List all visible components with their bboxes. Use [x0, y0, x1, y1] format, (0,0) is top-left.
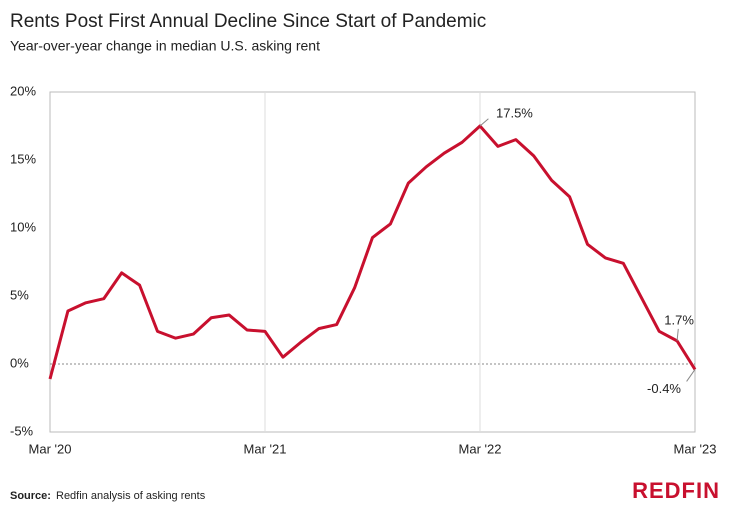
y-tick-label: 0%	[10, 355, 29, 370]
y-tick-label: 10%	[10, 219, 36, 234]
data-line	[48, 124, 697, 380]
leader-line	[479, 118, 489, 127]
source-label: Source:	[10, 490, 51, 502]
plot-frame	[49, 91, 696, 433]
chart-subtitle: Year-over-year change in median U.S. ask…	[10, 38, 320, 54]
y-tick-label: 5%	[10, 287, 29, 302]
chart-title: Rents Post First Annual Decline Since St…	[10, 11, 486, 32]
data-label: -0.4%	[647, 381, 681, 396]
data-label: 17.5%	[496, 105, 533, 120]
x-tick-label: Mar '23	[674, 441, 717, 456]
source: Redfin analysis of asking rents	[56, 490, 206, 502]
y-tick-label: 20%	[10, 83, 36, 98]
leader-line	[676, 328, 679, 341]
data-label: 1.7%	[664, 312, 694, 327]
logo: REDFIN	[632, 478, 720, 503]
x-tick-label: Mar '21	[244, 441, 287, 456]
x-tick-label: Mar '22	[459, 441, 502, 456]
y-tick-label: -5%	[10, 423, 34, 438]
leader-line	[686, 369, 696, 382]
x-tick-label: Mar '20	[29, 441, 72, 456]
y-tick-label: 15%	[10, 151, 36, 166]
